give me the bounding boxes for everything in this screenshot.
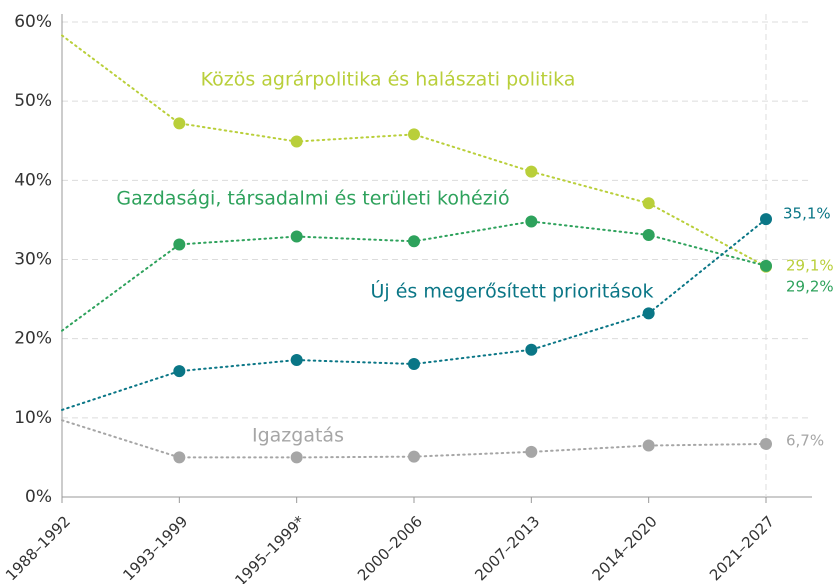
series-marker (173, 238, 186, 251)
series-marker (408, 235, 420, 248)
series-label: Új és megerősített prioritások (371, 279, 654, 303)
y-tick-label: 20% (14, 329, 52, 349)
series-marker (642, 197, 655, 210)
series-label: Igazgatás (252, 425, 344, 447)
y-tick-label: 10% (14, 408, 52, 428)
series-marker (760, 437, 772, 450)
value-label: 6,7% (786, 432, 824, 450)
value-label: 29,1% (786, 257, 834, 275)
series-marker (760, 259, 772, 272)
series-marker (290, 451, 303, 464)
value-label: 29,2% (786, 278, 834, 296)
series-label: Gazdasági, társadalmi és területi kohézi… (116, 188, 509, 210)
series-marker (525, 165, 538, 178)
series-marker (408, 128, 420, 141)
x-tick-label: 2000–2006 (354, 512, 426, 584)
y-tick-label: 40% (14, 170, 52, 190)
series-marker (408, 358, 420, 370)
series-marker (760, 213, 772, 226)
x-tick-label: 2007–2013 (471, 512, 543, 584)
y-tick-label: 30% (14, 250, 52, 270)
series-marker (525, 445, 538, 458)
series-marker (173, 451, 186, 464)
series-line (61, 218, 767, 411)
series-marker (642, 228, 655, 241)
series-marker (173, 365, 186, 378)
series-marker (525, 343, 538, 356)
series-marker (408, 450, 420, 463)
y-tick-label: 50% (14, 91, 52, 111)
x-tick-label: 1993–1999 (119, 512, 191, 584)
series-marker (173, 117, 186, 130)
series-marker (525, 215, 538, 228)
series-marker (642, 307, 655, 320)
x-tick-label: 1995–1999* (231, 512, 309, 584)
series-marker (290, 230, 303, 243)
x-tick-label: 2021–2027 (706, 512, 778, 584)
y-tick-label: 60% (14, 12, 52, 32)
series-marker (290, 135, 303, 148)
x-tick-label: 1988–1992 (2, 512, 74, 584)
x-tick-label: 2014–2020 (589, 512, 661, 584)
series-marker (642, 439, 655, 452)
y-tick-label: 0% (25, 487, 52, 507)
value-label: 35,1% (783, 205, 831, 223)
series-label: Közös agrárpolitika és halászati politik… (201, 69, 576, 91)
series-marker (290, 354, 303, 367)
